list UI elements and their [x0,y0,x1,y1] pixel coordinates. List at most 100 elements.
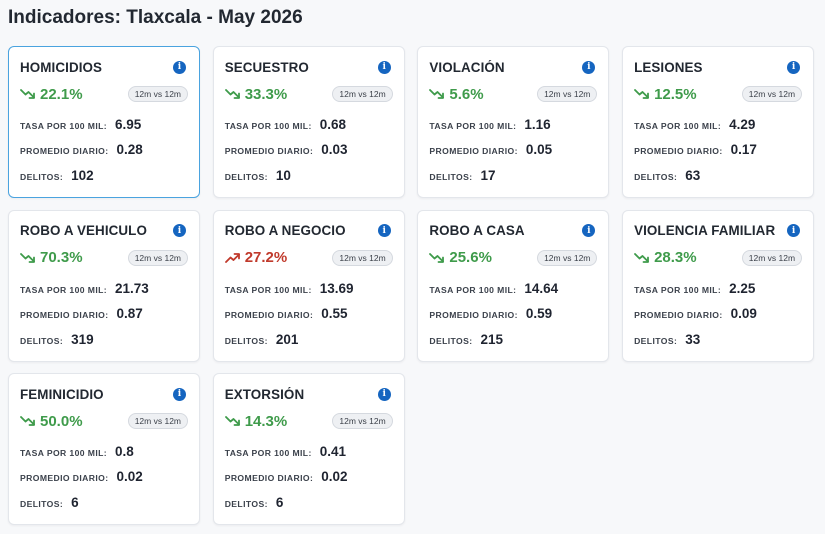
card-header: ROBO A VEHICULO i [20,223,188,239]
metric-daily-label: PROMEDIO DIARIO: [634,146,723,156]
trend-indicator: 5.6% [429,85,484,103]
trend-indicator: 12.5% [634,86,697,103]
info-icon[interactable]: i [377,60,391,74]
metric-daily-value: 0.03 [321,142,348,157]
trend-down-icon [429,89,445,99]
metric-rate-label: TASA POR 100 MIL: [429,121,517,131]
metric-crimes-label: DELITOS: [224,172,268,182]
metric-crimes-value: 33 [685,331,701,347]
trend-change-value: 22.1% [40,85,83,103]
metric-daily-label: PROMEDIO DIARIO: [634,309,723,320]
metric-daily-value: 0.28 [116,142,143,157]
info-icon[interactable]: i [377,224,391,237]
metric-daily: PROMEDIO DIARIO: 0.17 [634,142,802,157]
metric-rate-value: 13.69 [319,280,354,296]
indicator-card-robo-a-negocio[interactable]: ROBO A NEGOCIO i 27.2% 12m vs 12m TASA P… [212,209,405,362]
info-icon[interactable]: i [173,224,186,237]
metric-crimes-value: 6 [275,495,284,510]
card-header: ROBO A CASA i [429,223,597,239]
indicator-card-feminicidio[interactable]: FEMINICIDIO i 50.0% 12m vs 12m TASA POR … [8,373,200,525]
metric-crimes-value: 6 [71,495,79,510]
metric-crimes: DELITOS: 6 [224,495,393,510]
metric-rate: TASA POR 100 MIL: 13.69 [224,280,393,296]
metric-crimes-value: 17 [480,168,496,183]
metric-rate: TASA POR 100 MIL: 2.25 [634,280,802,296]
period-badge: 12m vs 12m [537,249,598,266]
trend-change-value: 14.3% [244,412,288,430]
card-header: SECUESTRO i [225,59,393,75]
indicator-card-secuestro[interactable]: SECUESTRO i 33.3% 12m vs 12m TASA POR 10… [212,46,405,198]
indicator-card-extorsión[interactable]: EXTORSIÓN i 14.3% 12m vs 12m TASA POR 10… [212,373,405,525]
metric-rate-label: TASA POR 100 MIL: [20,284,108,295]
info-icon[interactable]: i [582,224,596,237]
metric-daily: PROMEDIO DIARIO: 0.09 [634,306,802,321]
indicator-card-violencia-familiar[interactable]: VIOLENCIA FAMILIAR i 28.3% 12m vs 12m TA… [622,209,815,362]
metric-rate-value: 0.8 [115,444,134,459]
metric-daily-value: 0.87 [116,305,143,321]
card-title: HOMICIDIOS [20,59,103,75]
card-title: LESIONES [634,59,703,75]
indicator-card-robo-a-vehiculo[interactable]: ROBO A VEHICULO i 70.3% 12m vs 12m TASA … [8,209,200,362]
metric-rate: TASA POR 100 MIL: 4.29 [634,117,802,132]
metric-rate-value: 2.25 [729,280,756,296]
trend-indicator: 33.3% [224,86,287,103]
indicator-card-violación[interactable]: VIOLACIÓN i 5.6% 12m vs 12m TASA POR 100… [417,46,610,198]
metric-crimes: DELITOS: 201 [225,331,393,347]
period-badge: 12m vs 12m [127,86,188,102]
metric-crimes: DELITOS: 102 [20,168,188,183]
metric-daily-label: PROMEDIO DIARIO: [429,146,518,156]
info-icon[interactable]: i [787,224,801,237]
metric-daily: PROMEDIO DIARIO: 0.28 [20,142,188,157]
indicator-grid: HOMICIDIOS i 22.1% 12m vs 12m TASA POR 1… [8,46,815,525]
indicator-card-homicidios[interactable]: HOMICIDIOS i 22.1% 12m vs 12m TASA POR 1… [8,46,200,198]
trend-indicator: 22.1% [20,86,83,103]
metric-crimes: DELITOS: 215 [429,332,597,347]
period-badge: 12m vs 12m [332,86,393,102]
trend-indicator: 70.3% [20,249,83,266]
trend-down-icon [429,252,445,263]
info-icon[interactable]: i [173,387,186,401]
trend-change-value: 70.3% [40,249,83,266]
metric-rate-label: TASA POR 100 MIL: [20,121,108,131]
trend-row: 12.5% 12m vs 12m [634,85,803,103]
card-header: ROBO A NEGOCIO i [225,223,393,239]
metric-crimes-value: 63 [685,168,701,183]
metric-crimes-value: 201 [275,331,299,347]
metric-rate-value: 0.68 [319,117,346,132]
info-icon[interactable]: i [173,60,186,74]
card-title: EXTORSIÓN [224,386,305,402]
metric-crimes-label: DELITOS: [224,499,268,509]
card-title: ROBO A NEGOCIO [224,223,346,238]
indicator-card-robo-a-casa[interactable]: ROBO A CASA i 25.6% 12m vs 12m TASA POR … [417,209,610,362]
trend-indicator: 25.6% [429,249,492,266]
metric-rate-label: TASA POR 100 MIL: [224,284,312,295]
metric-crimes: DELITOS: 319 [20,332,188,347]
period-badge: 12m vs 12m [127,249,188,266]
metric-daily: PROMEDIO DIARIO: 0.59 [429,306,597,321]
trend-indicator: 14.3% [224,412,288,430]
metric-crimes-label: DELITOS: [634,335,678,346]
trend-indicator: 28.3% [634,249,697,266]
info-icon[interactable]: i [377,387,391,401]
trend-row: 22.1% 12m vs 12m [20,85,188,103]
metric-rate-value: 21.73 [115,280,149,296]
metric-daily-label: PROMEDIO DIARIO: [20,309,109,320]
metric-rate-value: 4.29 [729,117,756,132]
trend-down-icon [224,416,240,426]
metric-rate-value: 0.41 [319,444,346,459]
metric-rate: TASA POR 100 MIL: 21.73 [20,280,188,296]
metric-crimes: DELITOS: 33 [634,331,802,347]
period-badge: 12m vs 12m [127,413,188,429]
trend-row: 27.2% 12m vs 12m [224,249,393,267]
metric-rate: TASA POR 100 MIL: 14.64 [429,280,597,296]
trend-down-icon [634,89,649,99]
indicator-card-lesiones[interactable]: LESIONES i 12.5% 12m vs 12m TASA POR 100… [622,46,815,198]
info-icon[interactable]: i [582,60,596,74]
info-icon[interactable]: i [787,60,801,74]
metric-rate-value: 14.64 [524,280,559,296]
metric-rate-value: 1.16 [524,117,551,132]
trend-down-icon [20,416,35,426]
trend-change-value: 5.6% [449,85,484,103]
metric-rate-value: 6.95 [115,117,142,132]
metric-crimes-label: DELITOS: [20,335,64,346]
